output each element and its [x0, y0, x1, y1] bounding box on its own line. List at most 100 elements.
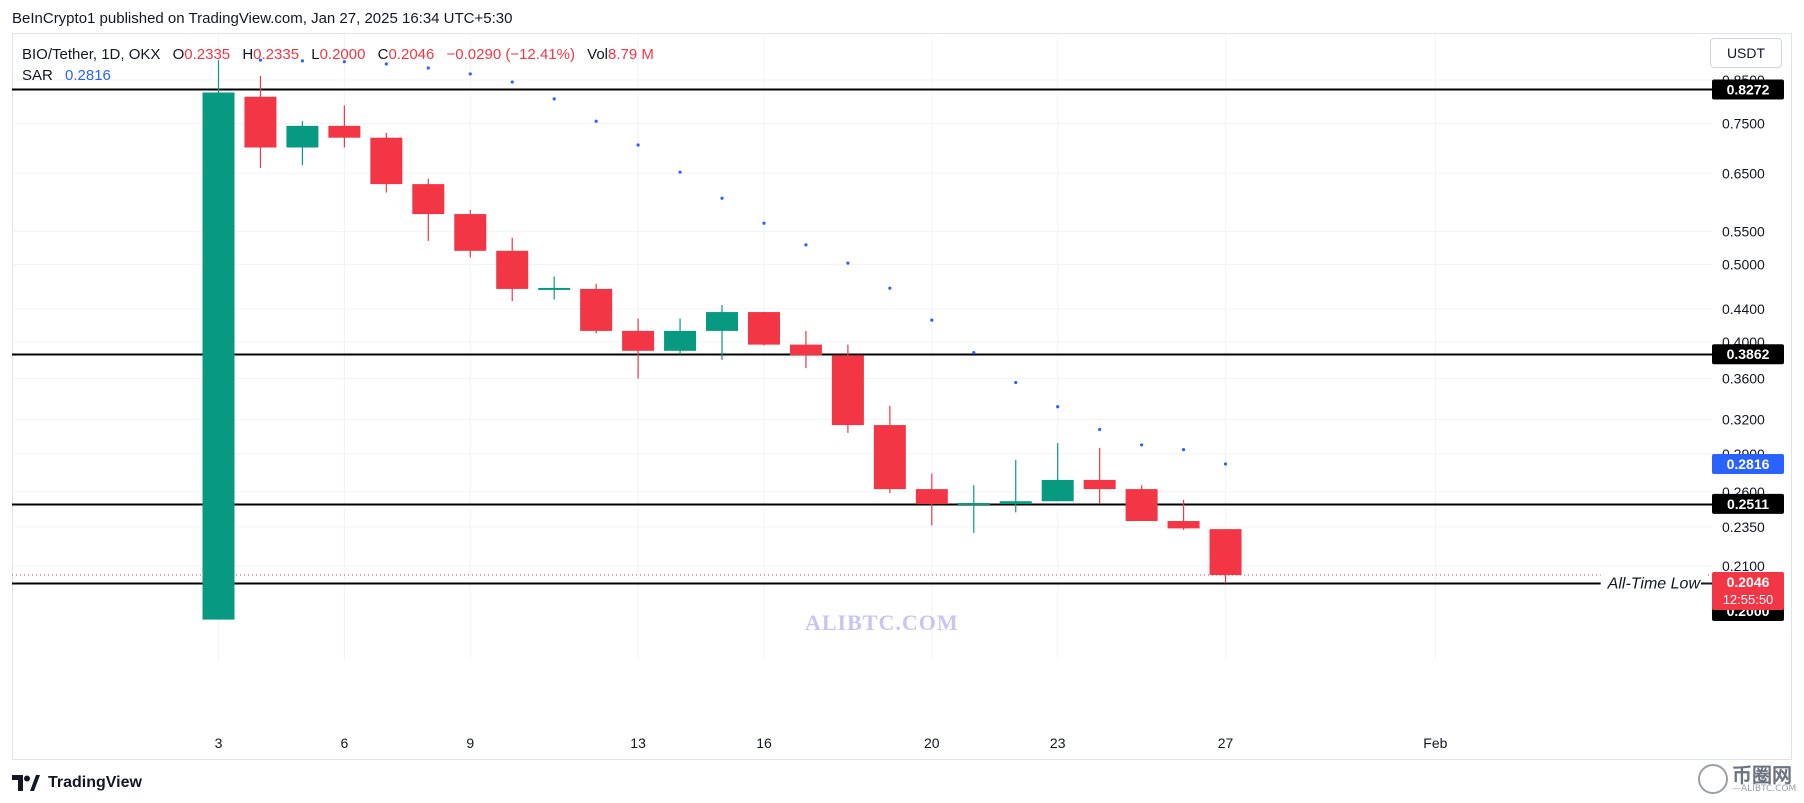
sar-price-label[interactable]: 0.2816 — [1712, 454, 1784, 475]
level-label-bg — [1712, 493, 1784, 514]
candle-body — [706, 312, 739, 331]
candle[interactable] — [1125, 485, 1158, 522]
candle[interactable] — [328, 105, 361, 148]
alibtc-logo-icon — [1698, 764, 1728, 794]
open-value: 0.2335 — [184, 46, 231, 63]
candle[interactable] — [286, 121, 319, 166]
candle-body — [580, 288, 613, 331]
publisher-line: BeInCrypto1 published on TradingView.com… — [12, 10, 513, 27]
level-label[interactable]: 0.2511 — [1712, 493, 1784, 514]
sar-dot — [594, 119, 598, 123]
sar-dot — [846, 261, 850, 265]
sar-row[interactable]: SAR 0.2816 — [22, 65, 654, 86]
candle-body — [412, 184, 445, 215]
x-tick-label: 16 — [756, 735, 772, 751]
candle-body — [328, 125, 361, 138]
candle[interactable] — [244, 75, 277, 168]
candle[interactable] — [370, 132, 403, 193]
candle[interactable] — [873, 405, 906, 494]
ohlc-row: BIO/Tether, 1D, OKX O0.2335 H0.2335 L0.2… — [22, 44, 654, 65]
open-label: O — [172, 46, 185, 63]
sar-dot — [888, 286, 892, 290]
candle[interactable] — [412, 178, 445, 241]
y-tick-label: 0.3200 — [1722, 412, 1765, 428]
y-tick-label: 0.3600 — [1722, 371, 1765, 387]
x-tick-label: 13 — [630, 735, 646, 751]
chart-frame — [12, 33, 1792, 760]
alibtc-logo-zh: 币圈网 — [1732, 762, 1792, 787]
level-label-bg — [1712, 344, 1784, 365]
sar-dot — [258, 58, 263, 62]
candle[interactable] — [706, 304, 739, 360]
y-tick-label: 0.5500 — [1722, 223, 1765, 239]
candle[interactable] — [622, 318, 655, 379]
y-tick-label: 0.7500 — [1722, 116, 1765, 132]
y-tick-label: 0.6500 — [1722, 165, 1765, 181]
sar-dot — [1056, 405, 1060, 409]
last-price-label[interactable]: 0.2046 12:55:50 — [1712, 572, 1784, 611]
high-value: 0.2335 — [253, 46, 300, 63]
currency-button[interactable]: USDT — [1710, 38, 1782, 68]
candle[interactable] — [664, 318, 697, 355]
grid — [12, 34, 1712, 660]
symbol-label[interactable]: BIO/Tether, 1D, OKX — [22, 46, 161, 63]
last-price-label-text: 0.2046 — [1727, 574, 1770, 590]
y-tick-label: 0.5000 — [1722, 256, 1765, 272]
x-tick-label: 3 — [215, 735, 223, 751]
candle[interactable] — [915, 473, 948, 526]
all-time-low-label: All-Time Low — [1607, 576, 1702, 593]
candle-body — [496, 250, 529, 289]
sar-dot — [636, 143, 640, 147]
alibtc-logo-en: —ALIBTC.COM — [1732, 783, 1797, 794]
candle-body — [915, 489, 948, 505]
candle-body — [1125, 489, 1158, 522]
candle-body — [664, 330, 697, 351]
alibtc-logo: 币圈网 —ALIBTC.COM — [1698, 764, 1796, 794]
candle[interactable] — [789, 330, 822, 369]
candle[interactable] — [1041, 443, 1074, 502]
sar-label: SAR — [22, 67, 53, 84]
sar-dot — [930, 318, 934, 322]
candle[interactable] — [747, 312, 780, 346]
level-label-text: 0.3862 — [1727, 346, 1770, 362]
sar-dot — [510, 80, 514, 84]
low-value: 0.2000 — [319, 46, 366, 63]
candle[interactable] — [1083, 447, 1116, 505]
candle-body — [244, 96, 277, 148]
sar-dot — [552, 97, 556, 101]
all-time-low-bg — [1600, 573, 1708, 595]
candle[interactable] — [831, 344, 864, 433]
sar-dot — [342, 60, 346, 64]
candle[interactable] — [580, 283, 613, 334]
candle[interactable] — [999, 459, 1032, 513]
sar-dot — [426, 66, 430, 70]
candle[interactable] — [454, 209, 487, 258]
level-label[interactable]: 0.3862 — [1712, 344, 1784, 365]
candle-body — [1167, 521, 1200, 529]
last-price-label-bg — [1712, 572, 1784, 611]
candle[interactable] — [1209, 529, 1242, 583]
candle[interactable] — [1167, 499, 1200, 530]
level-label[interactable]: 0.8272 — [1712, 79, 1784, 100]
sar-dot — [1098, 427, 1102, 432]
sar-dot — [1223, 462, 1228, 466]
tradingview-logo[interactable]: TradingView — [12, 772, 142, 794]
sar-dot — [468, 72, 472, 76]
candle[interactable] — [538, 276, 571, 300]
x-tick-label: 27 — [1218, 735, 1234, 751]
candle[interactable] — [202, 60, 235, 620]
candle[interactable] — [496, 237, 529, 302]
close-label: C — [377, 46, 389, 63]
sar-dot — [720, 196, 724, 200]
sar-price-label-text: 0.2816 — [1727, 456, 1770, 472]
time-axis: 3 6 9 13 16 20 23 27 Feb — [215, 735, 1448, 751]
level-label-text: 0.8272 — [1727, 81, 1770, 97]
candle-body — [747, 312, 780, 345]
candle-body — [789, 344, 822, 356]
volume-value: 8.79 M — [608, 46, 654, 63]
candle[interactable] — [957, 485, 990, 533]
candle-body — [622, 330, 655, 351]
candle-body — [454, 214, 487, 251]
tradingview-logo-icon — [12, 775, 40, 791]
